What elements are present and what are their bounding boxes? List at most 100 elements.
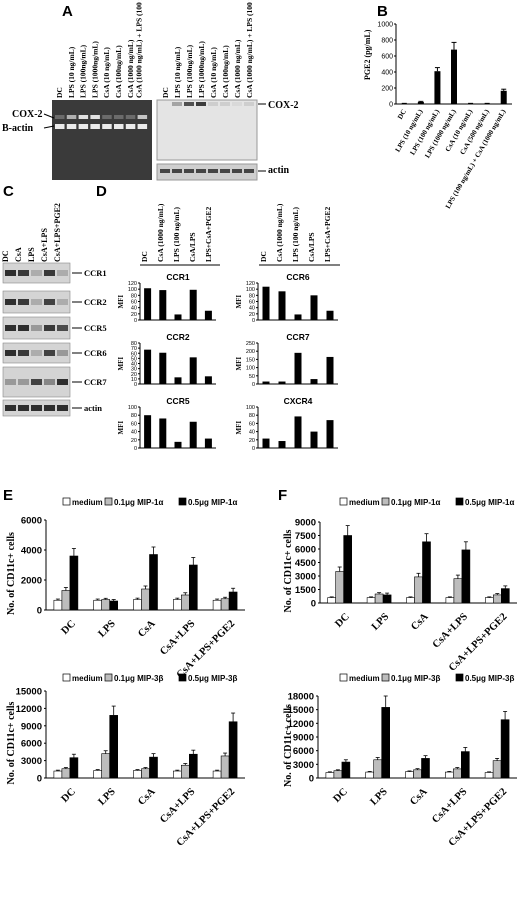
y-tick-label: 3000	[295, 572, 316, 583]
y-tick-label: 40	[249, 306, 255, 312]
column-header: CsA (1000 ng/mL)	[156, 203, 165, 262]
lane-label: LPS (10 ng/mL)	[173, 46, 182, 98]
category-label: LPS	[96, 786, 118, 808]
bar	[53, 770, 63, 779]
column-header: DC	[259, 251, 268, 262]
bar	[405, 771, 414, 779]
bar	[460, 751, 470, 779]
bar	[204, 376, 212, 384]
lane-label: CsA (100ng/mL)	[114, 45, 123, 98]
column-header: DC	[140, 251, 149, 262]
actin-band	[90, 124, 100, 129]
y-tick-label: 20	[131, 372, 137, 378]
panel-label-d: D	[96, 183, 107, 200]
y-tick-label: 100	[128, 405, 137, 411]
bar	[220, 755, 230, 779]
bar	[189, 564, 198, 611]
y-tick-label: 150	[246, 357, 255, 363]
lane-label: LPS	[27, 247, 36, 262]
y-tick-label: 60	[249, 300, 255, 306]
bar	[500, 90, 507, 104]
actin-band	[184, 169, 194, 173]
lane-label: CsA+LPS+PGE2	[53, 203, 62, 262]
bar	[149, 756, 158, 779]
protein-band	[18, 405, 29, 411]
bar	[406, 597, 415, 604]
protein-band	[5, 350, 16, 356]
y-tick-label: 0	[252, 446, 255, 452]
column-header: LPS+CsA+PGE2	[204, 207, 213, 262]
y-tick-label: 70	[131, 346, 137, 352]
actin-band	[232, 169, 242, 173]
y-tick-label: 0	[311, 599, 316, 610]
column-header: CsA (1000 ng/mL)	[275, 203, 284, 262]
bar	[452, 768, 462, 779]
y-tick-label: 80	[131, 341, 137, 347]
band-label-bactin-left: B-actin	[2, 123, 34, 134]
protein-band	[5, 270, 16, 276]
bar	[492, 594, 502, 604]
band-label: CCR7	[84, 377, 107, 387]
actin-band	[172, 169, 182, 173]
bar	[373, 759, 383, 779]
lane-label: CsA	[14, 247, 23, 262]
y-tick-label: 800	[381, 38, 393, 45]
blot-strip	[2, 342, 71, 364]
bar	[310, 379, 318, 384]
y-tick-label: 6000	[295, 545, 316, 556]
y-axis-label: No. of CD11c+ cells	[283, 529, 294, 612]
bar	[173, 599, 182, 611]
bar	[159, 418, 167, 448]
band-label: CCR2	[84, 297, 107, 307]
bar	[101, 753, 110, 779]
bar	[382, 594, 392, 604]
bar	[417, 102, 424, 104]
y-tick-label: 0	[134, 318, 137, 324]
y-tick-label: 4000	[21, 546, 42, 557]
protein-band	[5, 379, 16, 385]
column-header: CsA/LPS	[307, 232, 316, 262]
actin-band	[114, 124, 124, 129]
lane-label: DC	[55, 87, 64, 98]
y-tick-label: 1500	[295, 585, 316, 596]
legend-swatch	[62, 497, 71, 506]
bar	[294, 416, 302, 448]
bar	[189, 357, 197, 384]
cox2-band	[114, 115, 124, 119]
actin-band	[208, 169, 218, 173]
panel-label-e: E	[3, 487, 13, 504]
lane-label: CsA (100ng/mL)	[221, 45, 230, 98]
y-tick-label: 100	[128, 287, 137, 293]
y-tick-label: 9000	[21, 721, 42, 732]
protein-band	[44, 270, 55, 276]
actin-band	[137, 124, 148, 129]
actin-band	[244, 169, 254, 173]
bar	[365, 771, 375, 779]
protein-band	[57, 405, 68, 411]
bar	[327, 597, 337, 604]
bar	[343, 535, 353, 604]
bar	[93, 599, 102, 611]
bar	[141, 588, 150, 611]
y-axis-label: MFI	[235, 357, 243, 371]
category-label: DC	[396, 108, 408, 121]
panel-c-lane-labels: DC CsA LPS CsA+LPS CsA+LPS+PGE2	[1, 203, 62, 262]
y-axis-label: No. of CD11c+ cells	[283, 704, 294, 787]
category-label: CsA	[408, 786, 430, 808]
y-tick-label: 0	[309, 774, 314, 785]
bar	[461, 549, 471, 604]
column-header: CsA/LPS	[188, 232, 197, 262]
cox2-band	[90, 115, 100, 119]
category-label: DC	[332, 786, 351, 805]
bar	[212, 770, 222, 779]
y-tick-label: 100	[246, 405, 255, 411]
bar	[421, 758, 430, 779]
category-label: DC	[60, 786, 79, 805]
bar	[500, 588, 510, 604]
actin-band	[196, 169, 206, 173]
lane-label: DC	[1, 250, 10, 262]
legend-swatch	[178, 673, 187, 682]
legend-label: 0.1μg MIP-1α	[391, 498, 440, 507]
panel-c-blots: CCR1 CCR2 CCR5 CCR6 CCR7 actin	[2, 262, 107, 417]
legend-swatch	[104, 497, 113, 506]
